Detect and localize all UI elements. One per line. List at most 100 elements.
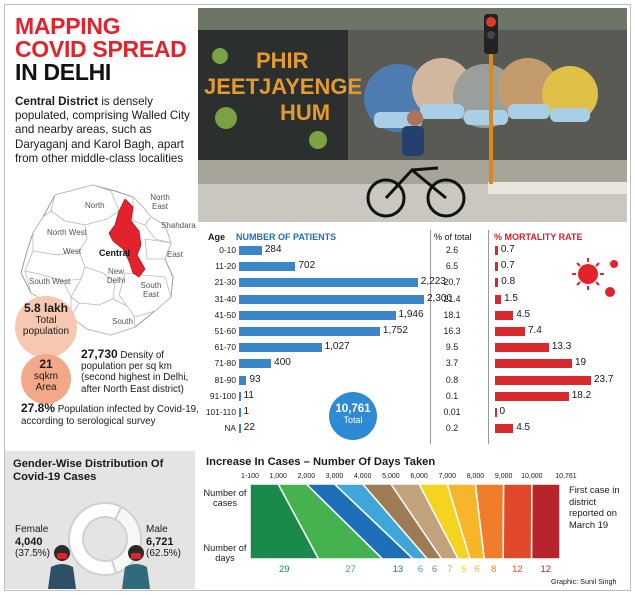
age-table-panel: Age NUMBER OF PATIENTS % of total % MORT…	[198, 224, 627, 447]
pct-of-total: 18.1	[443, 309, 461, 320]
day-count: 6	[417, 564, 424, 575]
day-count: 12	[512, 564, 523, 575]
patients-bar	[239, 294, 424, 304]
age-label: 0-10	[219, 245, 236, 255]
infected-desc: Population infected by Covid-19, accordi…	[21, 404, 199, 427]
patients-bar	[239, 424, 241, 434]
population-circle: 5.8 lakh Total population	[15, 296, 77, 358]
headline-line1: MAPPING	[15, 13, 121, 39]
mortality-value: 0.7	[500, 260, 515, 272]
mural-photo: PHIR JEETJAYENGE HUM	[198, 8, 627, 222]
mortality-bar	[495, 391, 569, 401]
district-shahdara-shape	[144, 216, 172, 244]
area-value: 21	[39, 357, 53, 371]
patients-value: 2,300	[427, 292, 453, 304]
female-pct: (37.5%)	[15, 548, 51, 559]
population-value: 5.8 lakh	[23, 301, 69, 315]
header-pct: % of total	[434, 232, 472, 242]
area-label: Area	[35, 382, 57, 393]
day-count: 6	[474, 564, 480, 575]
infographic-frame	[4, 4, 631, 591]
map-label-southeast: South East	[140, 281, 162, 299]
district-northwest-shape	[32, 210, 88, 256]
cases-title: Increase In Cases – Number Of Days Taken	[206, 456, 436, 468]
milestone-label: 2,000	[297, 473, 316, 480]
mural-text-line3: HUM	[280, 100, 330, 125]
total-bubble: 10,761 Total	[329, 392, 377, 440]
density-value: 27,730	[81, 347, 118, 361]
population-label2: population	[22, 326, 70, 337]
patients-bar	[239, 408, 241, 417]
patients-bar	[239, 359, 272, 369]
gender-panel: Gender-Wise Distribution Of Covid-19 Cas…	[5, 451, 195, 589]
female-legend: Female 4,040 (37.5%)	[15, 524, 50, 560]
patients-value: 1	[243, 406, 250, 417]
map-svg	[20, 184, 174, 336]
male-label: Male	[146, 524, 168, 535]
patients-value: 93	[249, 373, 261, 385]
milestone-label: 3,000	[325, 473, 344, 480]
age-label: 51-60	[214, 326, 236, 336]
mural-text-line2: JEETJAYENGE	[204, 74, 362, 99]
age-label: 101-110	[205, 407, 236, 417]
mortality-bar	[495, 310, 514, 320]
day-count: 13	[392, 564, 404, 575]
row-label-days: Number of days	[203, 543, 247, 563]
patients-bar	[239, 278, 418, 288]
district-east-shape	[144, 238, 172, 260]
graphic-credit: Graphic: Sunil Singh	[551, 577, 617, 586]
map-label-newdelhi: New Delhi	[106, 267, 126, 285]
donut-slice-male	[68, 502, 123, 576]
patients-bar	[239, 343, 322, 353]
day-count: 7	[447, 564, 453, 575]
age-label: 71-80	[214, 358, 236, 369]
infected-text: 27.8% Population infected by Covid-19, a…	[21, 402, 199, 427]
patients-value: 1,027	[324, 341, 350, 353]
male-pct: (62.5%)	[146, 548, 182, 559]
row-label-cases: Number of cases	[203, 488, 247, 508]
mortality-bar	[495, 343, 549, 353]
map-label-north: North	[85, 201, 105, 210]
pct-of-total: 6.5	[445, 261, 459, 272]
pct-of-total: 0.2	[445, 423, 459, 434]
mural-photo-svg: PHIR JEETJAYENGE HUM	[198, 8, 627, 222]
total-value: 10,761	[335, 403, 371, 415]
mortality-value: 4.5	[516, 308, 531, 320]
headline-line2: COVID SPREAD	[15, 36, 187, 62]
patients-value: 2,223	[420, 276, 446, 288]
patients-bar	[239, 262, 296, 272]
map-label-northwest: North West	[47, 228, 87, 237]
milestone-label: 1-100	[241, 473, 259, 480]
mortality-value: 13.3	[551, 341, 572, 353]
female-value: 4,040	[15, 536, 43, 548]
map-label-west: West	[63, 247, 82, 256]
divider-left	[430, 230, 431, 444]
male-legend: Male 6,721 (62.5%)	[146, 524, 181, 560]
mortality-value: 7.4	[527, 325, 542, 336]
pct-of-total: 9.5	[445, 342, 459, 353]
age-label: 61-70	[214, 342, 236, 353]
milestone-label: 4,000	[353, 473, 372, 480]
day-count: 6	[431, 564, 438, 575]
days-segment	[530, 483, 561, 560]
map-label-shahdara: Shahdara	[161, 221, 196, 230]
mortality-value: 0.8	[501, 276, 516, 288]
area-circle: 21 sqkm Area	[21, 354, 71, 404]
pct-of-total: 3.7	[445, 358, 459, 369]
delhi-district-map: North North East Shahdara North West Wes…	[15, 177, 197, 347]
milestone-label: 7,000	[438, 473, 457, 480]
mortality-value: 19	[574, 357, 587, 369]
patients-bar	[239, 391, 241, 401]
virus-icon	[572, 258, 618, 297]
patients-value: 1,946	[398, 308, 424, 320]
age-label: 41-50	[214, 309, 236, 320]
pct-of-total: 0.01	[443, 407, 461, 417]
gender-title: Gender-Wise Distribution Of Covid-19 Cas…	[13, 458, 164, 483]
population-label1: Total	[35, 315, 57, 326]
age-label: 81-90	[214, 374, 236, 385]
headline: MAPPING COVID SPREAD IN DELHI	[15, 13, 187, 84]
intro-text: Central District is densely populated, c…	[15, 95, 197, 166]
area-unit: sqkm	[34, 371, 58, 382]
mural-text-line1: PHIR	[256, 48, 309, 73]
pct-of-total: 16.3	[443, 326, 461, 336]
